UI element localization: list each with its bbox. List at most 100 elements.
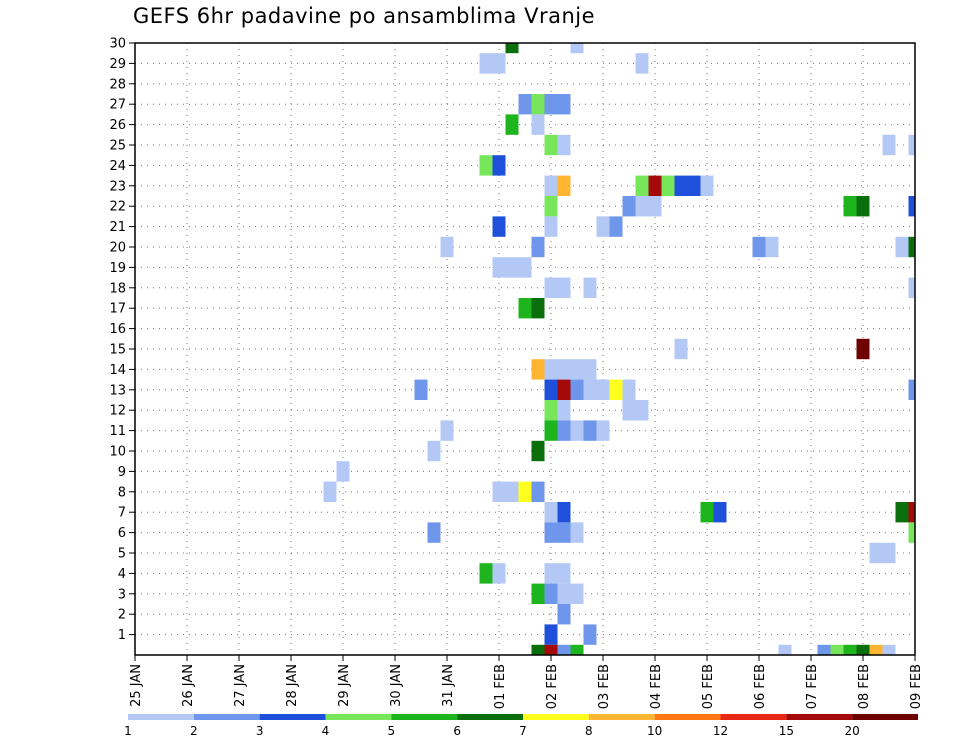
heatmap-cell xyxy=(843,644,857,655)
heatmap-cell xyxy=(830,644,844,655)
heatmap-cell xyxy=(570,420,584,441)
heatmap-cell xyxy=(557,134,571,156)
heatmap-cell xyxy=(635,400,649,421)
heatmap-cell xyxy=(583,624,597,645)
heatmap-cell xyxy=(583,359,597,380)
legend-label: 7 xyxy=(519,724,527,738)
y-tick-label: 27 xyxy=(109,98,126,113)
legend-label: 20 xyxy=(845,724,860,738)
heatmap-cell xyxy=(557,400,571,421)
x-tick-label: 05 FEB xyxy=(701,664,716,709)
x-tick-label: 04 FEB xyxy=(649,664,664,709)
heatmap-cell xyxy=(557,644,571,655)
legend-swatch xyxy=(457,714,523,720)
legend-label: 3 xyxy=(256,724,264,738)
legend-label: 8 xyxy=(585,724,593,738)
heatmap-cell xyxy=(557,420,571,441)
x-tick-label: 03 FEB xyxy=(597,664,612,709)
legend-swatch xyxy=(852,714,918,720)
heatmap-cell xyxy=(518,298,532,319)
y-tick-label: 10 xyxy=(109,445,126,460)
heatmap-cell xyxy=(882,644,896,655)
y-tick-label: 28 xyxy=(109,77,126,92)
heatmap-cell xyxy=(908,196,915,217)
heatmap-cell xyxy=(700,502,714,523)
heatmap-cell xyxy=(622,379,636,400)
heatmap-cell xyxy=(557,379,571,400)
heatmap-cell xyxy=(570,379,584,400)
x-tick-label: 30 JAN xyxy=(389,664,404,707)
heatmap-cell xyxy=(882,134,896,156)
legend-swatch xyxy=(391,714,458,720)
y-axis: 1234567891011121314151617181920212223242… xyxy=(109,37,135,643)
heatmap-cell xyxy=(518,94,532,115)
heatmap-cell xyxy=(557,502,571,523)
heatmap-cell xyxy=(622,196,636,217)
y-tick-label: 23 xyxy=(109,179,126,194)
y-tick-label: 4 xyxy=(118,567,126,582)
heatmap-cell xyxy=(856,644,870,655)
y-tick-label: 15 xyxy=(109,343,126,358)
heatmap-cell xyxy=(609,379,623,400)
heatmap-cell xyxy=(427,440,441,462)
heatmap-cell xyxy=(531,236,545,258)
x-tick-label: 07 FEB xyxy=(805,664,820,709)
heatmap-cell xyxy=(895,502,909,523)
legend-swatch xyxy=(325,714,392,720)
chart-title: GEFS 6hr padavine po ansamblima Vranje xyxy=(133,4,596,28)
heatmap-cell xyxy=(635,53,649,74)
heatmap-cell xyxy=(492,563,506,584)
y-tick-label: 24 xyxy=(109,159,126,174)
heatmap-cell xyxy=(544,216,558,237)
heatmap-cell xyxy=(596,216,610,237)
heatmap-cell xyxy=(570,359,584,380)
heatmap-cell xyxy=(570,43,584,54)
x-tick-label: 26 JAN xyxy=(181,664,196,707)
heatmap-cell xyxy=(583,379,597,400)
y-tick-label: 3 xyxy=(118,587,126,602)
y-tick-label: 6 xyxy=(118,526,126,541)
y-tick-label: 9 xyxy=(118,465,126,480)
y-tick-label: 1 xyxy=(118,628,126,643)
heatmap-cell xyxy=(869,644,883,655)
heatmap-cell xyxy=(544,359,558,380)
heatmap-cell xyxy=(440,420,454,441)
y-tick-label: 5 xyxy=(118,547,126,562)
heatmap-cell xyxy=(856,196,870,217)
heatmap-cell xyxy=(518,257,532,278)
heatmap-cell xyxy=(323,481,337,502)
heatmap-cell xyxy=(635,175,649,196)
legend-swatch xyxy=(720,714,787,720)
legend-label: 2 xyxy=(190,724,198,738)
heatmap-cell xyxy=(570,644,584,655)
legend-swatch xyxy=(128,714,194,720)
heatmap-cell xyxy=(687,175,701,196)
y-tick-label: 26 xyxy=(109,118,126,133)
y-tick-label: 19 xyxy=(109,261,126,276)
heatmap-cell xyxy=(817,644,831,655)
legend-swatch xyxy=(588,714,655,720)
y-tick-label: 12 xyxy=(109,404,126,419)
heatmap-cell xyxy=(557,604,571,625)
legend-label: 6 xyxy=(453,724,461,738)
heatmap-cell xyxy=(557,563,571,584)
heatmap-cell xyxy=(869,542,883,564)
y-tick-label: 7 xyxy=(118,506,126,521)
heatmap-cell xyxy=(557,277,571,298)
heatmap-cell xyxy=(544,624,558,645)
heatmap-cell xyxy=(583,277,597,298)
heatmap-cell xyxy=(908,236,915,258)
heatmap-cell xyxy=(518,481,532,502)
legend-label: 15 xyxy=(779,724,794,738)
heatmap-cell xyxy=(648,175,662,196)
legend-label: 1 xyxy=(124,724,132,738)
heatmap-cell xyxy=(908,522,915,543)
heatmap-cell xyxy=(648,196,662,217)
heatmap-cell xyxy=(414,379,428,400)
heatmap-cell xyxy=(492,216,506,237)
heatmap-cell xyxy=(635,196,649,217)
heatmap-cell xyxy=(570,583,584,604)
heatmap-cells xyxy=(323,43,915,655)
heatmap-cell xyxy=(752,236,766,258)
heatmap-cell xyxy=(544,379,558,400)
